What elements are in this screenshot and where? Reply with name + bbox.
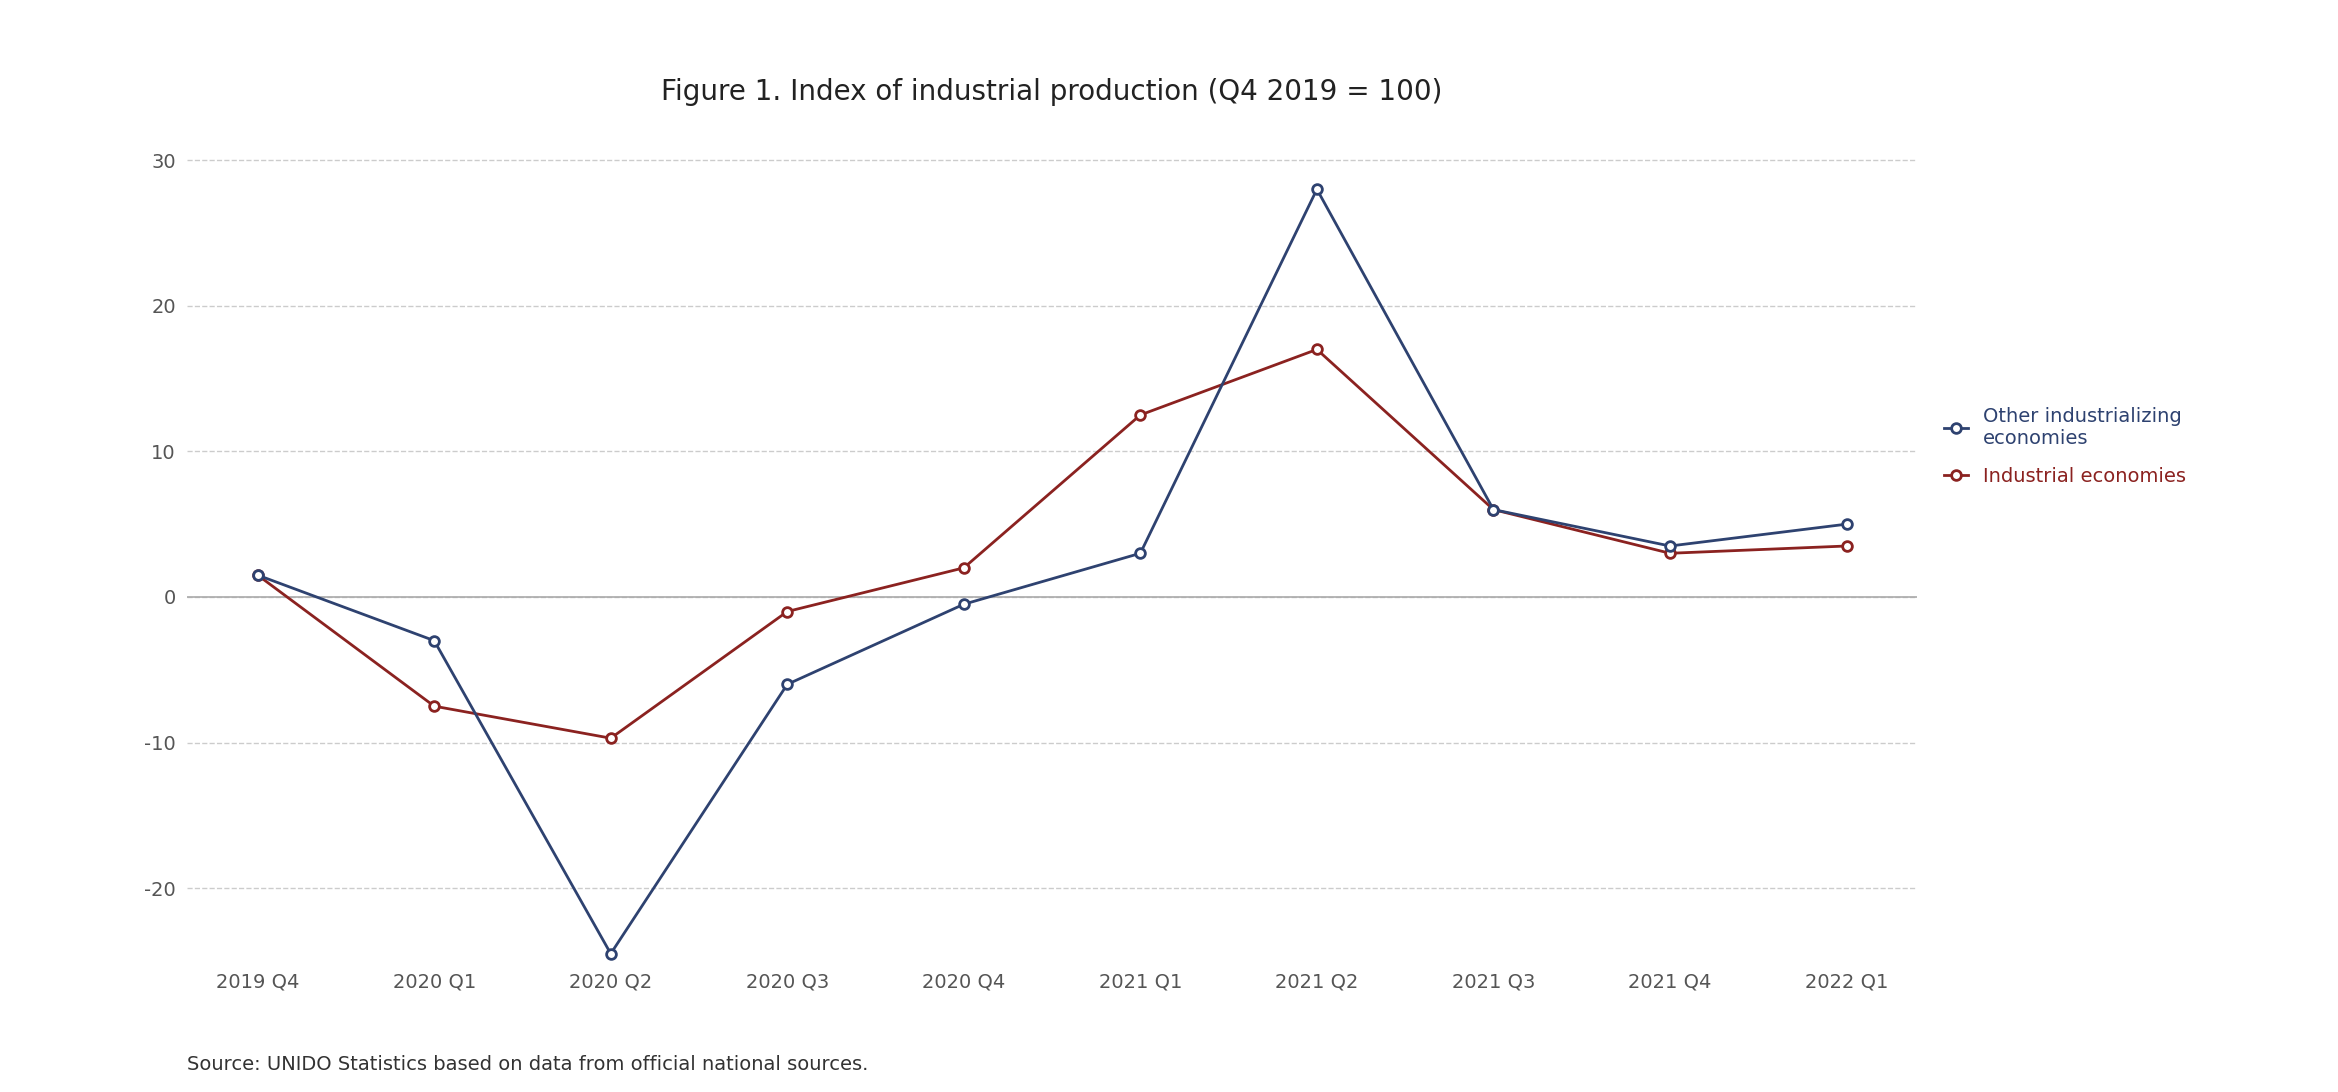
- Title: Figure 1. Index of industrial production (Q4 2019 = 100): Figure 1. Index of industrial production…: [662, 79, 1443, 107]
- Legend: Other industrializing
economies, Industrial economies: Other industrializing economies, Industr…: [1945, 406, 2186, 486]
- Text: Source: UNIDO Statistics based on data from official national sources.: Source: UNIDO Statistics based on data f…: [187, 1055, 867, 1075]
